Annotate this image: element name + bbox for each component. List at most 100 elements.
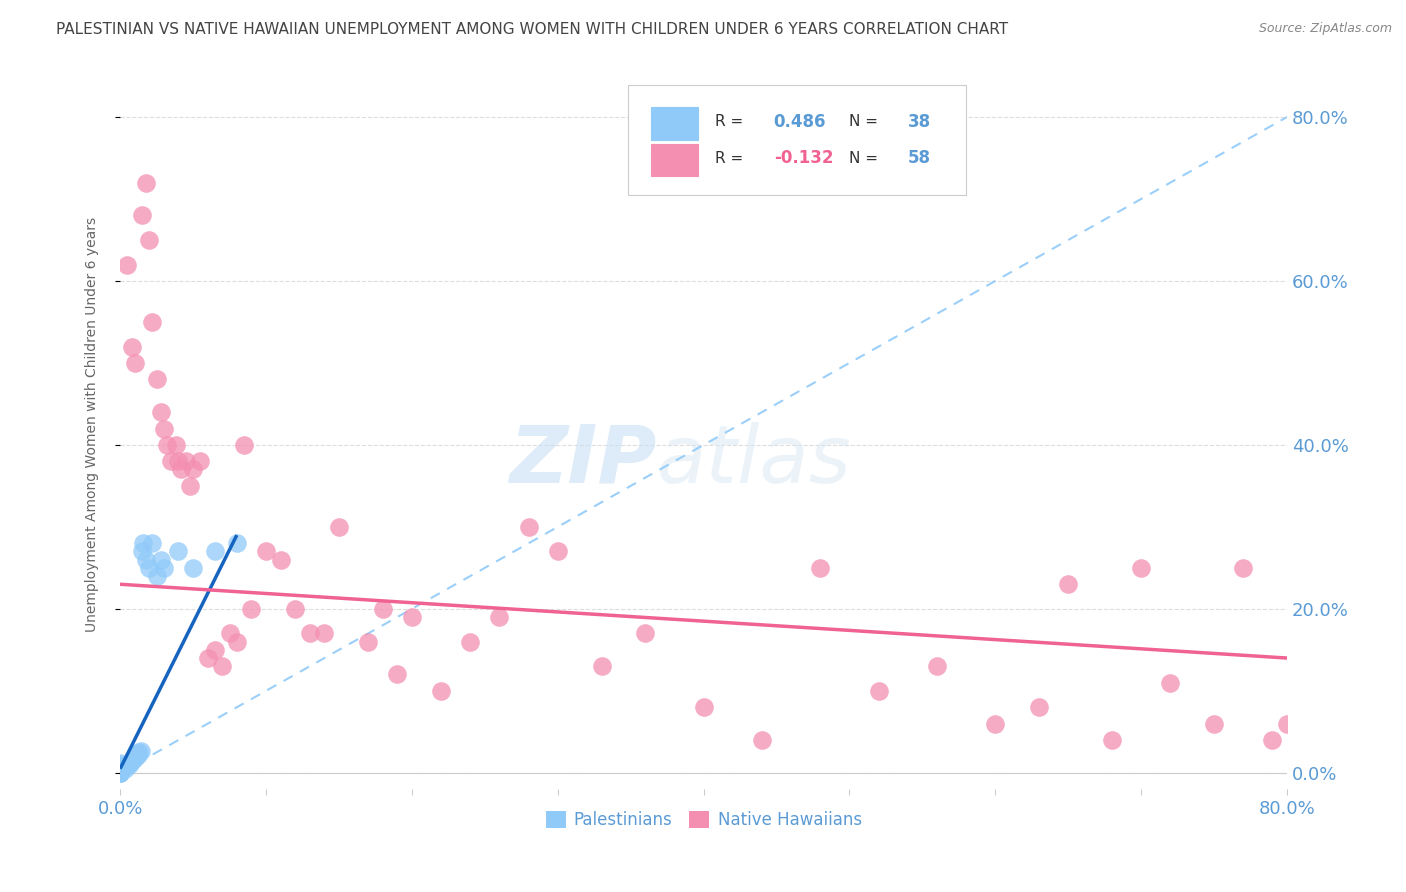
Text: Source: ZipAtlas.com: Source: ZipAtlas.com (1258, 22, 1392, 36)
Point (108, 760, 131, 774)
Text: -0.132: -0.132 (773, 149, 834, 167)
Point (108, 756, 131, 770)
FancyBboxPatch shape (627, 85, 966, 194)
Point (121, 753, 143, 767)
Point (925, 659, 948, 673)
Point (254, 544, 277, 558)
Point (108, 764, 131, 779)
Point (430, 683, 453, 698)
Point (108, 759, 131, 773)
Point (591, 659, 613, 673)
Point (124, 356, 146, 370)
Point (108, 765, 131, 780)
Point (149, 405, 172, 419)
Point (284, 602, 307, 616)
Point (108, 762, 131, 776)
Point (135, 176, 157, 190)
Point (121, 339, 143, 353)
Point (984, 716, 1007, 731)
Point (808, 561, 831, 575)
Point (1159, 675, 1181, 690)
Point (634, 626, 657, 640)
Point (129, 744, 152, 758)
Point (132, 536, 155, 550)
Point (141, 536, 163, 550)
Point (517, 520, 540, 534)
Point (114, 762, 136, 776)
Point (357, 634, 380, 648)
Point (488, 610, 510, 624)
Point (1057, 577, 1080, 591)
Point (131, 208, 153, 222)
Point (115, 759, 138, 773)
Text: R =: R = (716, 114, 748, 129)
Point (1028, 700, 1050, 714)
Point (211, 659, 233, 673)
Point (298, 626, 321, 640)
Point (160, 454, 183, 468)
Point (1275, 716, 1298, 731)
Point (108, 765, 131, 780)
Point (153, 421, 176, 435)
Point (547, 544, 569, 558)
Legend: Palestinians, Native Hawaiians: Palestinians, Native Hawaiians (538, 804, 869, 836)
Text: PALESTINIAN VS NATIVE HAWAIIAN UNEMPLOYMENT AMONG WOMEN WITH CHILDREN UNDER 6 YE: PALESTINIAN VS NATIVE HAWAIIAN UNEMPLOYM… (56, 22, 1008, 37)
Point (108, 765, 131, 780)
Point (108, 762, 131, 776)
Point (118, 757, 141, 772)
Point (170, 462, 193, 476)
Point (121, 754, 143, 768)
Point (751, 733, 773, 747)
Text: atlas: atlas (657, 422, 852, 500)
Point (120, 756, 142, 770)
Text: R =: R = (716, 151, 748, 166)
Point (117, 757, 139, 772)
Point (153, 561, 176, 575)
Point (218, 626, 240, 640)
Point (181, 561, 204, 575)
Point (1261, 733, 1284, 747)
Point (179, 479, 201, 493)
Point (135, 552, 157, 566)
Point (149, 552, 172, 566)
Point (145, 372, 167, 386)
Text: N =: N = (849, 114, 883, 129)
Point (127, 747, 149, 762)
Point (204, 643, 226, 657)
Point (1204, 716, 1226, 731)
Text: 38: 38 (908, 112, 931, 130)
Point (314, 626, 336, 640)
Point (124, 751, 146, 765)
Point (692, 700, 714, 714)
Point (181, 462, 204, 476)
Point (141, 315, 163, 329)
Y-axis label: Unemployment Among Women with Children Under 6 years: Unemployment Among Women with Children U… (86, 217, 100, 632)
Point (240, 602, 263, 616)
Point (108, 761, 131, 775)
Point (108, 764, 131, 778)
Point (387, 667, 409, 681)
FancyBboxPatch shape (651, 107, 697, 140)
Point (124, 749, 146, 764)
Point (190, 454, 212, 468)
Point (167, 454, 190, 468)
Point (156, 438, 179, 452)
Point (458, 634, 481, 648)
Point (108, 757, 131, 772)
Point (1101, 733, 1123, 747)
Text: N =: N = (849, 151, 883, 166)
Point (1232, 561, 1254, 575)
Point (225, 634, 247, 648)
Point (174, 454, 197, 468)
Point (233, 438, 256, 452)
Point (197, 651, 219, 665)
Point (128, 745, 150, 759)
Point (225, 536, 247, 550)
Point (131, 544, 153, 558)
Point (1130, 561, 1153, 575)
Point (868, 683, 890, 698)
FancyBboxPatch shape (651, 144, 697, 177)
Point (371, 602, 394, 616)
Point (138, 233, 160, 247)
Point (122, 752, 145, 766)
